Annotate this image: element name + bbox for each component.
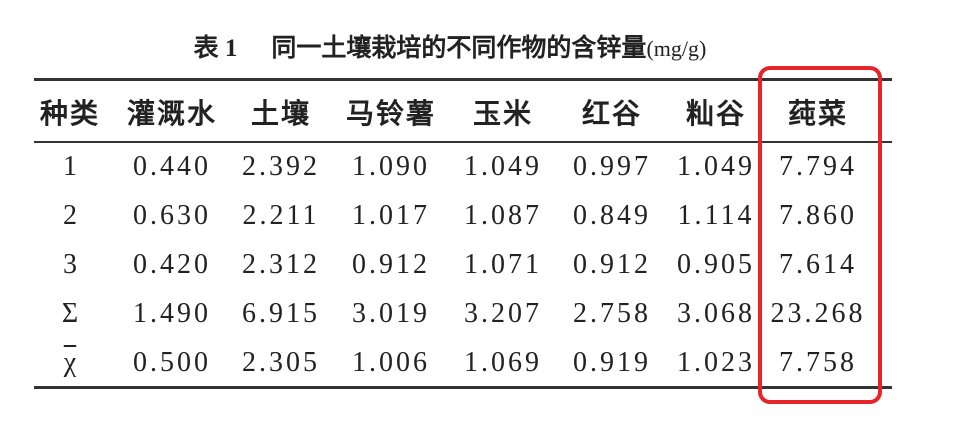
table-cell: 7.614 [779, 249, 857, 280]
table-number: 表 1 [193, 35, 238, 62]
table-cell: 2.305 [242, 347, 320, 378]
table-cell: 3.019 [352, 298, 430, 329]
table-unit: (mg/g) [646, 36, 707, 61]
table-cell: 0.919 [573, 347, 651, 378]
table-title: 同一土壤栽培的不同作物的含锌量 [271, 35, 647, 62]
row-label: Σ [61, 298, 79, 329]
table-cell: 23.268 [770, 298, 866, 329]
table-cell: 1.114 [677, 200, 755, 231]
highlight-box [758, 66, 882, 404]
row-label: 3 [63, 249, 77, 280]
table-cell: 1.087 [464, 200, 542, 231]
top-rule [34, 78, 892, 81]
table-cell: 7.794 [779, 151, 857, 182]
header-rule [34, 141, 892, 143]
header-cell: 玉米 [472, 99, 533, 130]
table-cell: 6.915 [242, 298, 320, 329]
table-cell: 3.068 [677, 298, 755, 329]
table-cell: 1.023 [677, 347, 755, 378]
header-cell: 莼菜 [787, 99, 848, 130]
table-cell: 2.312 [242, 249, 320, 280]
table-cell: 0.500 [133, 347, 211, 378]
bottom-rule [34, 386, 892, 389]
table-cell: 7.758 [779, 347, 857, 378]
header-cell: 马铃薯 [345, 99, 436, 130]
table-cell: 0.440 [133, 151, 211, 182]
table-cell: 0.905 [677, 249, 755, 280]
table-cell: 1.069 [464, 347, 542, 378]
table-cell: 1.071 [464, 249, 542, 280]
table-cell: 0.997 [573, 151, 651, 182]
header-cell: 籼谷 [685, 99, 746, 130]
table-cell: 7.860 [779, 200, 857, 231]
row-label: 2 [63, 200, 77, 231]
row-label: χ [63, 347, 77, 378]
table-caption: 表 1 同一土壤栽培的不同作物的含锌量(mg/g) [0, 28, 900, 64]
table-cell: 2.758 [573, 298, 651, 329]
table-cell: 1.017 [352, 200, 430, 231]
table-cell: 1.090 [352, 151, 430, 182]
table-cell: 0.420 [133, 249, 211, 280]
table-cell: 0.912 [352, 249, 430, 280]
header-cell: 灌溉水 [126, 99, 217, 130]
header-cell: 土壤 [250, 99, 311, 130]
table-cell: 0.630 [133, 200, 211, 231]
header-cell: 种类 [39, 99, 100, 130]
header-cell: 红谷 [581, 99, 642, 130]
table-cell: 1.049 [464, 151, 542, 182]
table-cell: 0.849 [573, 200, 651, 231]
row-label: 1 [63, 151, 77, 182]
table-cell: 0.912 [573, 249, 651, 280]
table-cell: 2.392 [242, 151, 320, 182]
table-cell: 3.207 [464, 298, 542, 329]
table-cell: 2.211 [242, 200, 320, 231]
table-cell: 1.049 [677, 151, 755, 182]
table-cell: 1.490 [133, 298, 211, 329]
table-cell: 1.006 [352, 347, 430, 378]
